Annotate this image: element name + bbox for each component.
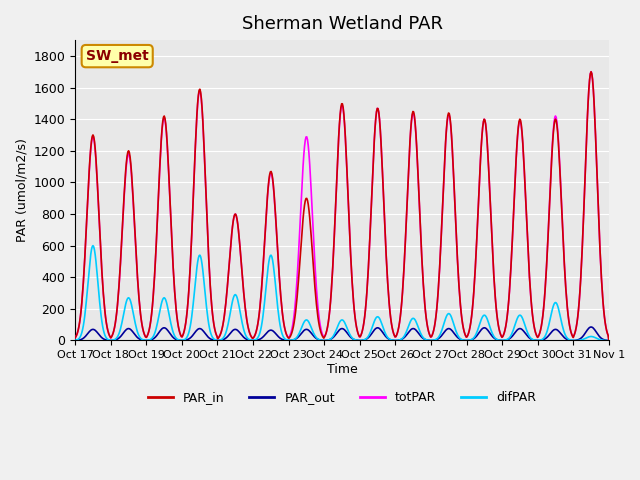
X-axis label: Time: Time <box>326 363 357 376</box>
Y-axis label: PAR (umol/m2/s): PAR (umol/m2/s) <box>15 138 28 242</box>
Title: Sherman Wetland PAR: Sherman Wetland PAR <box>241 15 442 33</box>
Legend: PAR_in, PAR_out, totPAR, difPAR: PAR_in, PAR_out, totPAR, difPAR <box>143 386 541 409</box>
Text: SW_met: SW_met <box>86 49 148 63</box>
